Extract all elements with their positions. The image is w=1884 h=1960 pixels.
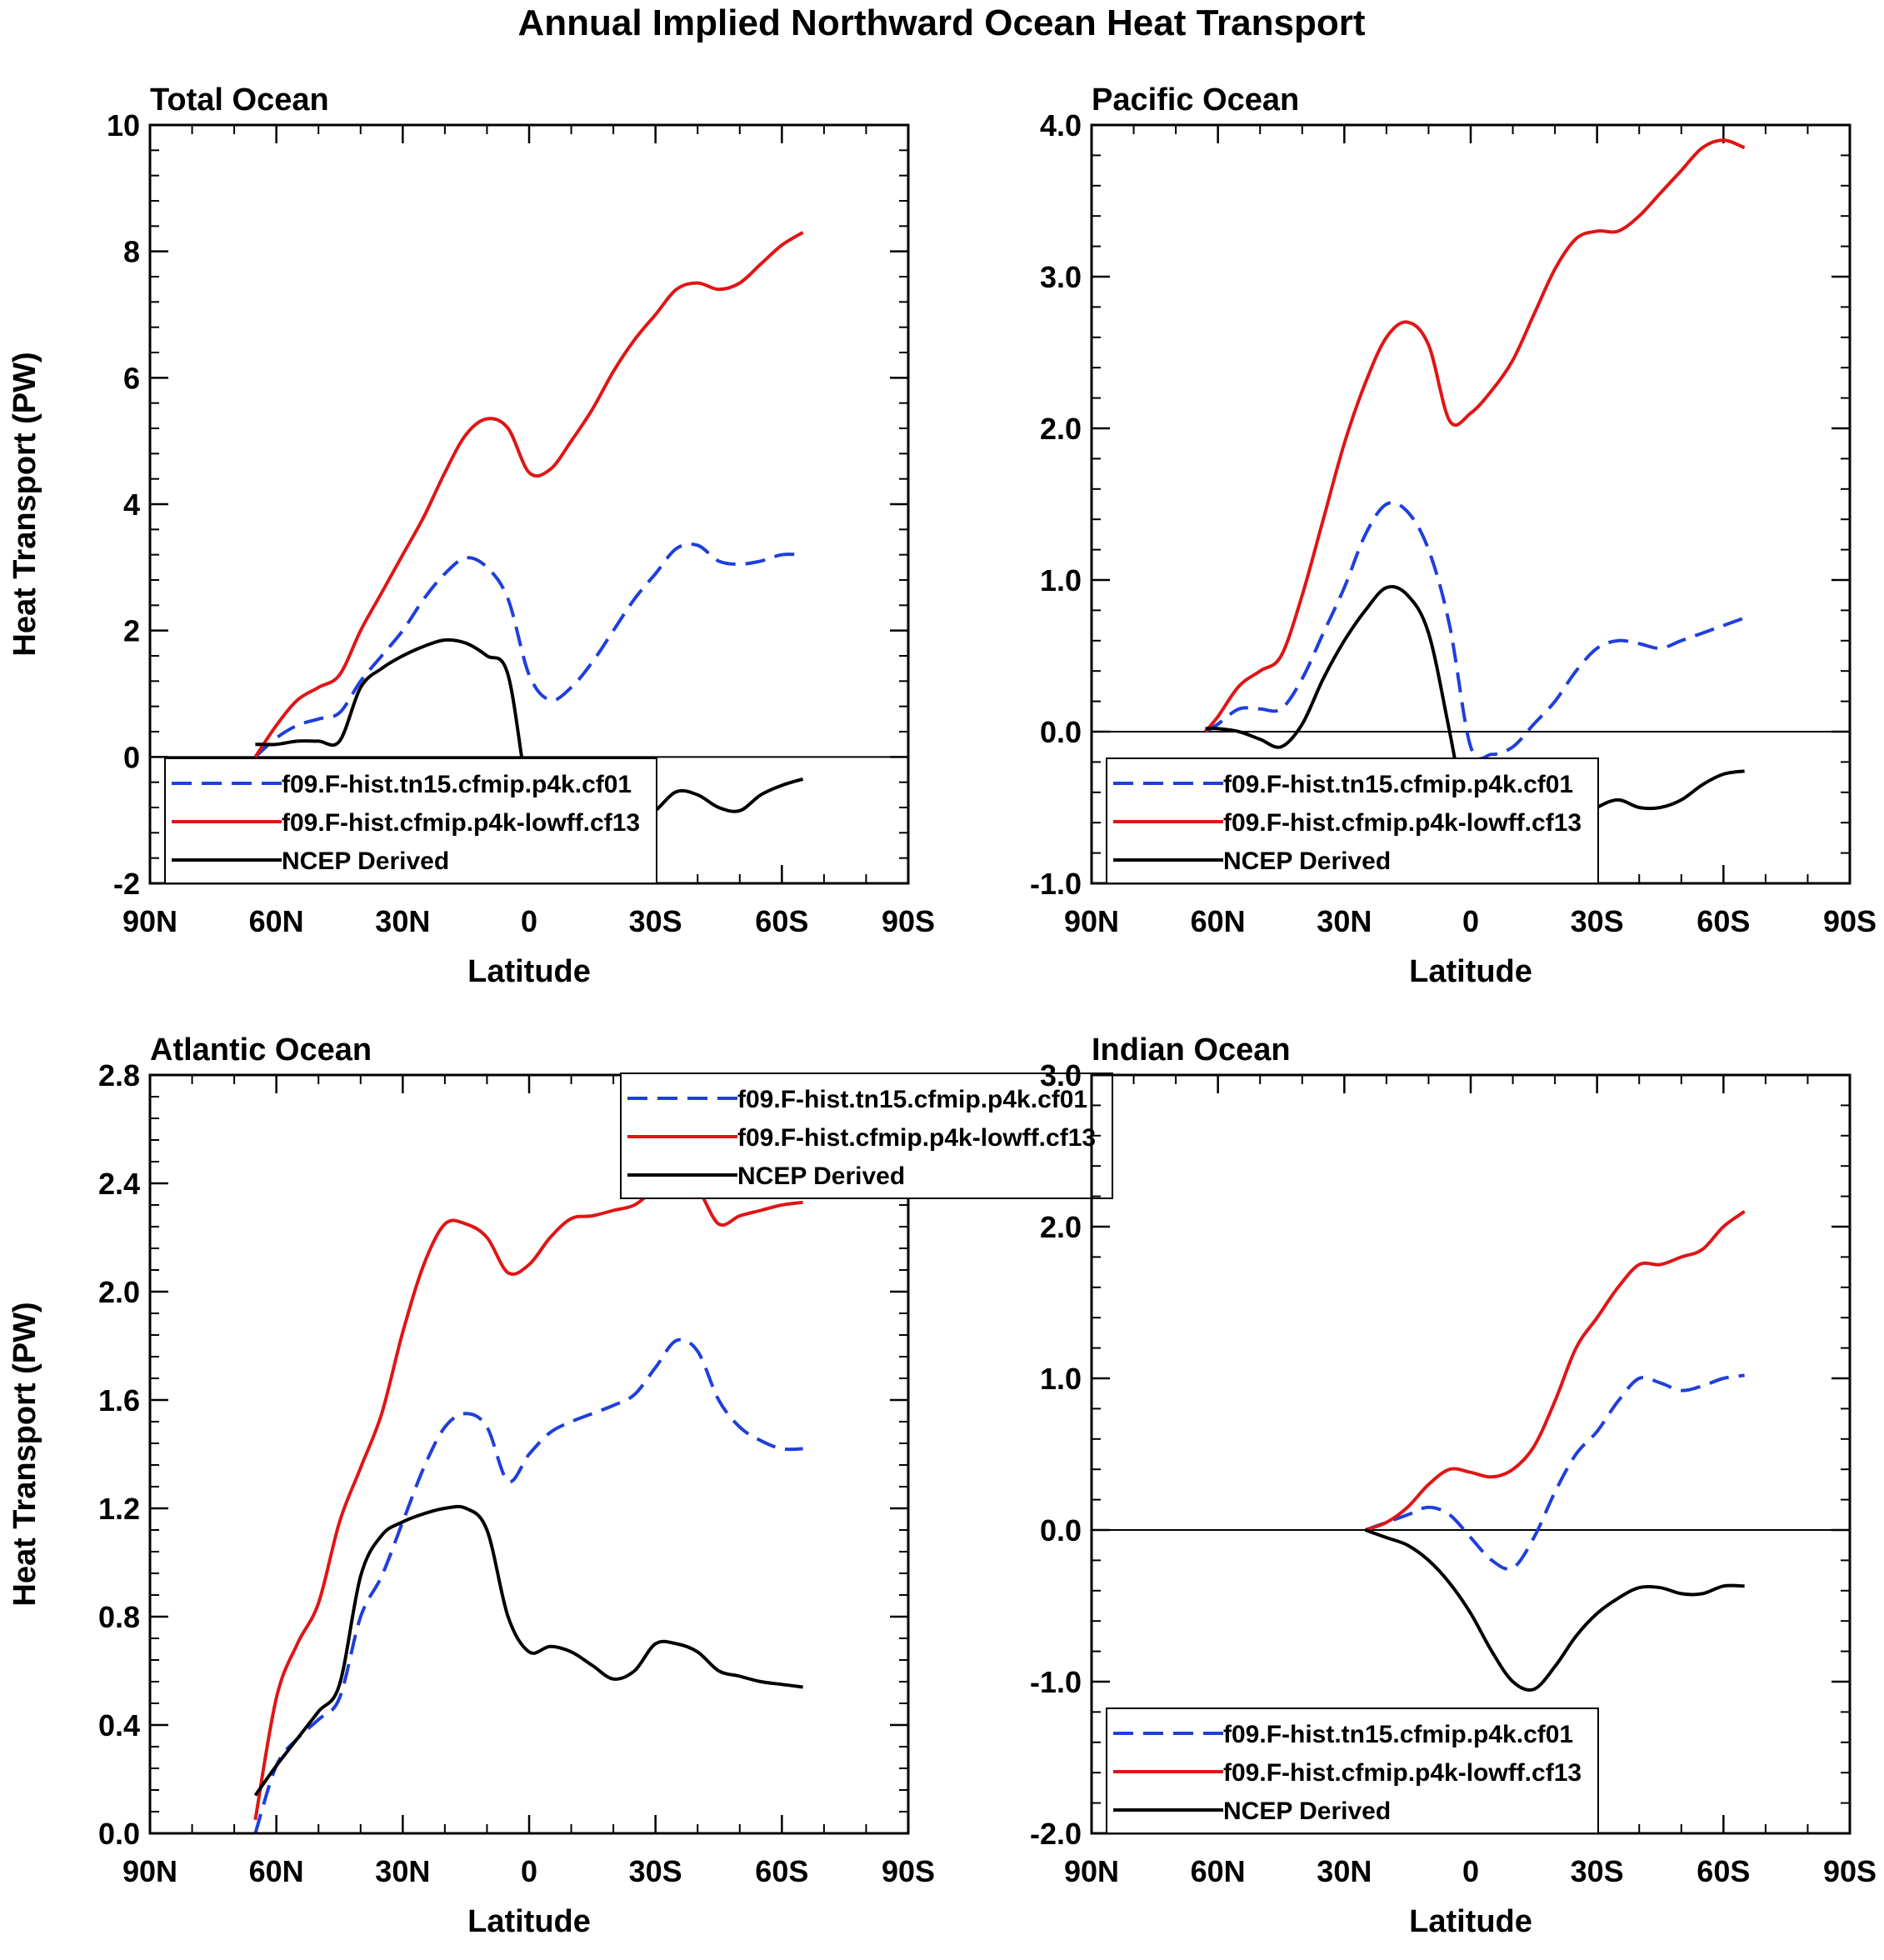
y-tick-label: 3.0 (1040, 260, 1082, 294)
y-tick-label: 2.4 (98, 1167, 140, 1201)
legend-label: NCEP Derived (1223, 1798, 1391, 1825)
legend-label: f09.F-hist.cfmip.p4k-lowff.cf13 (1223, 809, 1582, 837)
x-tick-label: 30S (1571, 1854, 1624, 1888)
x-tick-label: 60N (249, 1854, 304, 1888)
chart-panel: Atlantic Ocean 0.0 0.4 0.8 1.2 1.6 2.0 2.4 2.8 90… (7, 1032, 1113, 1939)
legend-label: f09.F-hist.cfmip.p4k-lowff.cf13 (1223, 1759, 1582, 1787)
x-tick-label: 30N (1317, 1854, 1372, 1888)
panel-title: Atlantic Ocean (150, 1032, 372, 1068)
y-tick-label: 2.0 (98, 1275, 140, 1309)
x-tick-label: 60N (1191, 1854, 1246, 1888)
y-tick-label: 10 (107, 108, 140, 142)
x-tick-label: 0 (521, 904, 537, 938)
legend: f09.F-hist.tn15.cfmip.p4k.cf01 f09.F-hist… (620, 1072, 1113, 1199)
x-tick-label: 90S (882, 904, 935, 938)
x-tick-label: 60S (1697, 904, 1750, 938)
x-tick-label: 90S (1823, 1854, 1877, 1888)
y-tick-label: 0.4 (98, 1708, 140, 1742)
y-tick-label: 0 (123, 740, 140, 774)
x-tick-label: 30S (1571, 904, 1624, 938)
y-tick-label: 6 (123, 361, 140, 395)
x-tick-label: 30S (629, 1854, 682, 1888)
x-tick-label: 30N (375, 1854, 430, 1888)
series-line (1364, 1373, 1745, 1571)
series-line (1364, 1528, 1745, 1692)
y-tick-label: 1.6 (98, 1383, 140, 1418)
x-tick-label: 30N (1317, 904, 1372, 938)
chart-panel: Indian Ocean -2.0 -1.0 0.0 1.0 2.0 3.0 90N 60N 30… (1030, 1032, 1877, 1939)
panel-title: Pacific Ocean (1092, 82, 1299, 118)
y-tick-label: -2 (113, 867, 140, 901)
y-tick-label: 0.0 (98, 1817, 140, 1851)
y-tick-label: -1.0 (1030, 1665, 1082, 1699)
y-tick-label: -1.0 (1030, 867, 1082, 901)
y-tick-label: 2.8 (98, 1058, 140, 1092)
y-tick-label: 1.0 (1040, 563, 1082, 598)
y-tick-label: 3.0 (1040, 1058, 1082, 1092)
series-line (1364, 1210, 1746, 1532)
y-tick-label: -2.0 (1030, 1817, 1082, 1851)
legend-label: NCEP Derived (737, 1162, 905, 1190)
y-tick-label: 8 (123, 235, 140, 269)
x-tick-label: 90S (882, 1854, 935, 1888)
y-axis-label: Heat Transport (PW) (7, 352, 42, 656)
y-tick-label: 1.2 (98, 1492, 140, 1526)
series-line (253, 1173, 803, 1821)
x-tick-label: 30N (375, 904, 430, 938)
panel-title: Total Ocean (150, 82, 329, 118)
figure-title: Annual Implied Northward Ocean Heat Tran… (517, 2, 1365, 43)
x-tick-label: 90N (1064, 904, 1119, 938)
legend-label: f09.F-hist.tn15.cfmip.p4k.cf01 (1223, 1721, 1573, 1748)
x-tick-label: 0 (1462, 904, 1479, 938)
y-tick-label: 0.8 (98, 1600, 140, 1634)
x-tick-label: 0 (521, 1854, 537, 1888)
series-line (253, 231, 804, 758)
y-tick-label: 1.0 (1040, 1362, 1082, 1396)
y-axis-label: Heat Transport (PW) (7, 1302, 42, 1606)
legend-label: f09.F-hist.tn15.cfmip.p4k.cf01 (737, 1086, 1087, 1113)
x-axis-label: Latitude (1409, 954, 1532, 989)
x-tick-label: 60S (755, 1854, 808, 1888)
y-tick-label: 4.0 (1040, 108, 1082, 142)
legend-label: NCEP Derived (282, 848, 449, 875)
series-line (1204, 501, 1746, 761)
x-axis-label: Latitude (467, 1904, 591, 1939)
series-line (254, 542, 803, 758)
y-tick-label: 0.0 (1040, 715, 1082, 749)
x-tick-label: 60N (1191, 904, 1246, 938)
legend-label: f09.F-hist.tn15.cfmip.p4k.cf01 (282, 771, 632, 798)
x-tick-label: 60S (755, 904, 808, 938)
legend: f09.F-hist.tn15.cfmip.p4k.cf01 f09.F-hist… (1106, 758, 1599, 884)
chart-panel: Total Ocean -2 0 2 4 6 8 10 90N 60N 30N 0 30S 60S 90S L… (7, 82, 935, 989)
x-tick-label: 60S (1697, 1854, 1750, 1888)
series-line (1203, 138, 1746, 733)
plot-frame (148, 1073, 910, 1835)
series-line (253, 1338, 803, 1834)
x-tick-label: 90N (122, 904, 177, 938)
x-tick-label: 90N (122, 1854, 177, 1888)
x-tick-label: 90S (1823, 904, 1877, 938)
y-tick-label: 4 (123, 488, 140, 522)
x-axis-label: Latitude (1409, 1904, 1532, 1939)
y-tick-label: 2 (123, 614, 140, 648)
x-tick-label: 0 (1462, 1854, 1479, 1888)
legend: f09.F-hist.tn15.cfmip.p4k.cf01 f09.F-hist… (1106, 1708, 1599, 1834)
series-line (253, 1504, 803, 1797)
x-tick-label: 30S (629, 904, 682, 938)
chart-panel: Pacific Ocean -1.0 0.0 1.0 2.0 3.0 4.0 90N 60N 30… (1030, 82, 1877, 989)
y-tick-label: 2.0 (1040, 1210, 1082, 1244)
legend-label: f09.F-hist.tn15.cfmip.p4k.cf01 (1223, 771, 1573, 798)
panel-title: Indian Ocean (1092, 1032, 1291, 1068)
legend-label: f09.F-hist.cfmip.p4k-lowff.cf13 (282, 809, 640, 837)
y-tick-label: 0.0 (1040, 1513, 1082, 1548)
legend: f09.F-hist.tn15.cfmip.p4k.cf01 f09.F-hist… (164, 758, 657, 884)
x-axis-label: Latitude (467, 954, 591, 989)
y-tick-label: 2.0 (1040, 412, 1082, 446)
x-tick-label: 90N (1064, 1854, 1119, 1888)
legend-label: NCEP Derived (1223, 848, 1391, 875)
x-tick-label: 60N (249, 904, 304, 938)
legend-label: f09.F-hist.cfmip.p4k-lowff.cf13 (737, 1124, 1096, 1152)
